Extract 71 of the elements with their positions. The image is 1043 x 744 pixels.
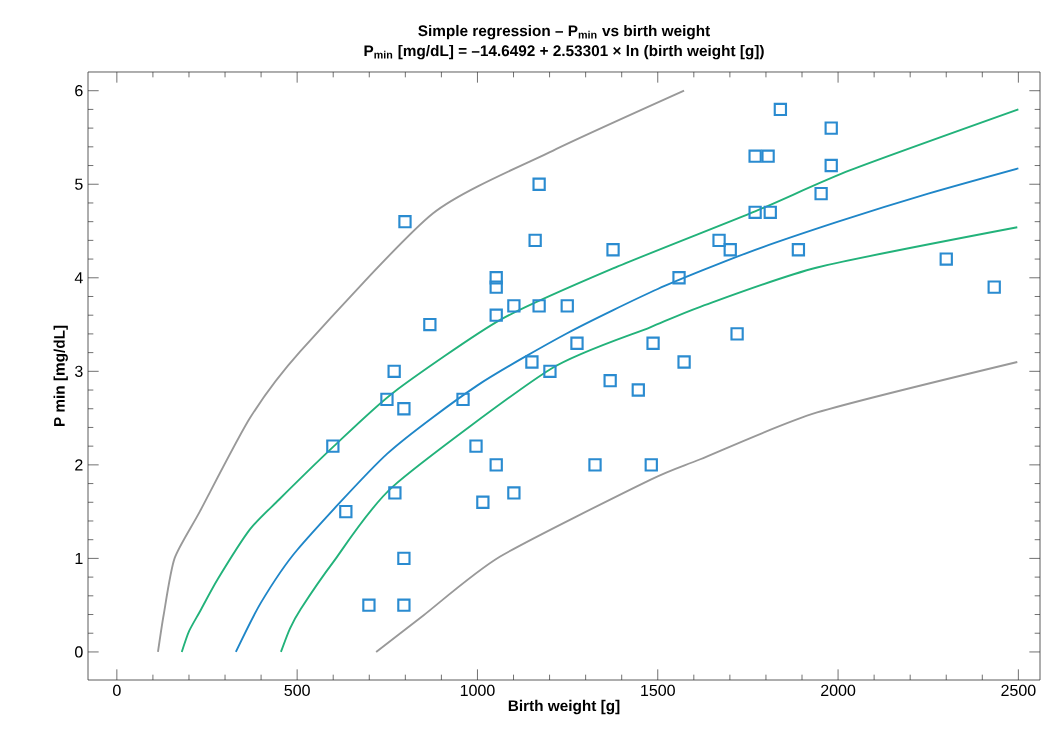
line-series — [157, 89, 686, 653]
point — [723, 243, 737, 257]
line-series — [279, 226, 1019, 653]
point — [560, 299, 574, 313]
x-tick-label: 1000 — [460, 684, 495, 697]
y-tick-label: 1 — [75, 552, 83, 564]
y-tick-label: 6 — [75, 85, 83, 97]
point — [525, 355, 539, 369]
point — [362, 598, 376, 612]
point — [489, 271, 503, 285]
point — [712, 233, 726, 248]
point — [588, 458, 602, 472]
point — [791, 243, 806, 257]
point — [543, 364, 557, 378]
point — [489, 308, 503, 322]
point — [456, 392, 470, 407]
y-axis-title: P min [mg/dL] — [53, 325, 68, 427]
point — [824, 121, 838, 135]
line-series — [375, 361, 1019, 653]
x-tick-label: 2500 — [1001, 684, 1036, 697]
point — [773, 102, 788, 117]
chart-title: Simple regression – P$_{min}$ vs birth weight — [418, 24, 711, 40]
x-axis-title: Birth weight [g] — [508, 699, 620, 715]
point — [397, 551, 411, 566]
point — [761, 149, 775, 163]
point — [476, 495, 490, 509]
point — [339, 504, 353, 519]
point — [570, 336, 584, 350]
point — [489, 458, 503, 472]
point — [469, 439, 483, 453]
point — [677, 355, 691, 369]
y-tick-label: 2 — [75, 459, 83, 471]
point — [646, 336, 660, 350]
point — [387, 364, 401, 378]
x-tick-label: 500 — [284, 684, 310, 697]
y-tick-label: 4 — [74, 272, 83, 284]
point — [489, 280, 503, 294]
point — [644, 458, 658, 472]
point — [603, 374, 617, 388]
point — [987, 280, 1001, 294]
point — [748, 205, 762, 219]
point — [380, 392, 394, 407]
point — [528, 233, 542, 248]
point — [748, 149, 762, 163]
chart-subtitle: P$_{min}$ [mg/dL] = –14.6492 + 2.53301 × ln (birth weight [g]) — [364, 44, 764, 60]
x-tick-label: 1500 — [641, 684, 675, 697]
point — [507, 299, 521, 313]
point — [532, 177, 546, 191]
point — [763, 205, 777, 219]
point — [397, 402, 411, 416]
point — [423, 317, 437, 332]
x-tick-label: 2000 — [821, 684, 856, 697]
y-tick-label: 5 — [75, 178, 83, 190]
point — [814, 186, 828, 201]
point — [507, 486, 521, 500]
point — [939, 252, 953, 266]
line-series — [234, 167, 1020, 653]
point — [398, 214, 412, 229]
x-tick-label: 0 — [113, 684, 121, 697]
point — [672, 271, 686, 285]
line-series — [180, 108, 1020, 653]
point — [388, 486, 402, 500]
point — [824, 158, 838, 173]
point — [631, 383, 645, 397]
point — [532, 299, 546, 313]
point — [397, 598, 411, 612]
point — [326, 439, 340, 453]
y-tick-label: 3 — [75, 365, 83, 377]
point — [606, 243, 620, 257]
y-tick-label: 0 — [75, 646, 83, 658]
point — [730, 327, 744, 341]
